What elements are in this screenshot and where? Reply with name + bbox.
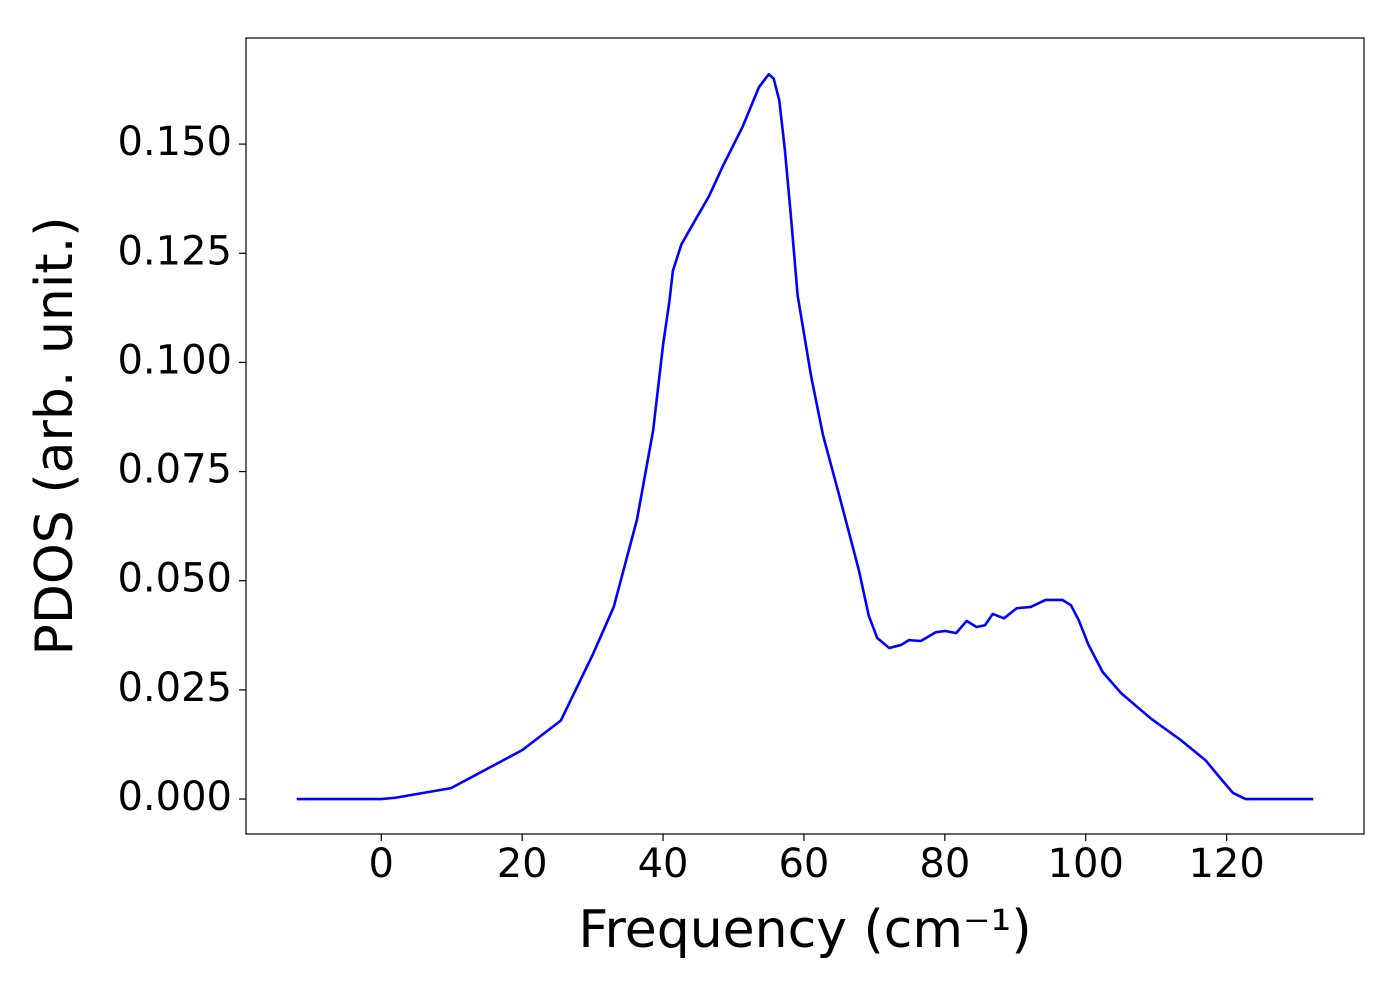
plot-frame	[245, 37, 1365, 835]
x-tick-label: 80	[919, 841, 970, 887]
y-axis-label: PDOS (arb. unit.)	[25, 216, 85, 655]
y-tick-label: 0.100	[117, 337, 232, 383]
y-tick-label: 0.025	[117, 665, 232, 711]
x-tick-label: 20	[497, 841, 548, 887]
y-tick-label: 0.050	[117, 556, 232, 602]
y-tick-label: 0.125	[117, 228, 232, 274]
x-tick-label: 120	[1188, 841, 1264, 887]
x-axis-label: Frequency (cm⁻¹)	[578, 900, 1031, 960]
x-tick-label: 0	[369, 841, 394, 887]
data-line	[296, 72, 1314, 801]
x-tick-label: 100	[1048, 841, 1124, 887]
x-tick-label: 60	[778, 841, 829, 887]
x-tick-label: 40	[638, 841, 689, 887]
y-tick-label: 0.075	[117, 447, 232, 493]
y-tick-label: 0.150	[117, 119, 232, 165]
y-tick-label: 0.000	[117, 774, 232, 820]
